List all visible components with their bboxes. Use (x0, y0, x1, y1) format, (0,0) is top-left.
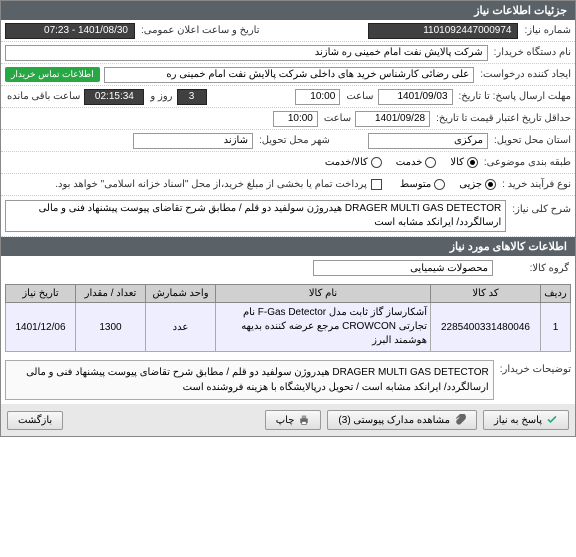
col-unit: واحد شمارش (146, 285, 216, 303)
buyer-note-text: DRAGER MULTI GAS DETECTOR هیدروژن سولفید… (5, 360, 494, 400)
process-radio-group: جزیی متوسط (400, 179, 496, 190)
deadline-label: مهلت ارسال پاسخ: تا تاریخ: (457, 91, 571, 102)
cell-unit: عدد (146, 303, 216, 352)
price-validity-time-label: ساعت (322, 113, 351, 124)
check-icon (546, 414, 558, 426)
radio-proc-mid-label: متوسط (400, 179, 431, 190)
answer-button[interactable]: پاسخ به نیاز (483, 410, 569, 430)
need-no-value: 1101092447000974 (368, 23, 518, 39)
creator-label: ایجاد کننده درخواست: (478, 69, 571, 80)
cell-date: 1401/12/06 (6, 303, 76, 352)
buyer-org-label: نام دستگاه خریدار: (492, 47, 571, 58)
cell-idx: 1 (541, 303, 571, 352)
goods-header: اطلاعات کالاهای مورد نیاز (1, 237, 575, 256)
deadline-date: 1401/09/03 (378, 89, 453, 105)
radio-goods-service-circle (371, 157, 382, 168)
radio-goods-label: کالا (450, 157, 464, 168)
price-validity-time: 10:00 (273, 111, 318, 127)
col-name: نام کالا (216, 285, 431, 303)
remain-day-label: روز و (148, 91, 172, 102)
buyer-note-label: توضیحات خریدار: (500, 360, 571, 375)
attach-icon (454, 414, 466, 426)
cell-name: آشکارساز گاز ثابت مدل F-Gas Detector نام… (216, 303, 431, 352)
radio-service-label: خدمت (396, 157, 423, 168)
delivery-city-label: شهر محل تحویل: (257, 135, 330, 146)
back-button[interactable]: بازگشت (7, 411, 63, 430)
buy-process-label: نوع فرآیند خرید : (500, 179, 571, 190)
creator-value: علی رضائی کارشناس خرید های داخلی شرکت پا… (104, 67, 475, 83)
pay-note: پرداخت تمام یا بخشی از مبلغ خرید،از محل … (55, 179, 367, 190)
col-code: کد کالا (431, 285, 541, 303)
treasury-checkbox[interactable] (371, 179, 382, 190)
announce-label: تاریخ و ساعت اعلان عمومی: (139, 25, 260, 36)
remain-suffix: ساعت باقی مانده (5, 91, 80, 102)
back-button-label: بازگشت (18, 415, 52, 426)
remain-days: 3 (177, 89, 207, 105)
deadline-time: 10:00 (295, 89, 340, 105)
goods-group-value: محصولات شیمیایی (313, 260, 493, 276)
price-validity-date: 1401/09/28 (355, 111, 430, 127)
col-date: تاریخ نیاز (6, 285, 76, 303)
need-title-value: DRAGER MULTI GAS DETECTOR هیدروژن سولفید… (5, 200, 506, 232)
price-validity-label: حداقل تاریخ اعتبار قیمت تا تاریخ: (434, 113, 571, 124)
answer-button-label: پاسخ به نیاز (494, 415, 542, 426)
category-label: طبقه بندی موضوعی: (482, 157, 571, 168)
buyer-org-value: شرکت پالایش نفت امام خمینی ره شازند (5, 45, 488, 61)
attach-button-label: مشاهده مدارک پیوستی (3) (338, 415, 450, 426)
radio-proc-low-circle (485, 179, 496, 190)
delivery-province-label: استان محل تحویل: (492, 135, 571, 146)
delivery-province: مرکزی (368, 133, 488, 149)
contact-badge[interactable]: اطلاعات تماس خریدار (5, 67, 100, 82)
goods-group-label: گروه کالا: (499, 263, 569, 274)
radio-goods-circle (467, 157, 478, 168)
radio-proc-mid-circle (434, 179, 445, 190)
print-icon (298, 414, 310, 426)
attach-button[interactable]: مشاهده مدارک پیوستی (3) (327, 410, 477, 430)
radio-proc-low-label: جزیی (459, 179, 482, 190)
radio-service-circle (425, 157, 436, 168)
announce-value: 1401/08/30 - 07:23 (5, 23, 135, 39)
print-button[interactable]: چاپ (265, 410, 322, 430)
radio-goods-service-label: کالا/خدمت (325, 157, 368, 168)
radio-proc-mid[interactable]: متوسط (400, 179, 445, 190)
remain-time: 02:15:34 (84, 89, 144, 105)
footer-bar: پاسخ به نیاز مشاهده مدارک پیوستی (3) چاپ… (1, 404, 575, 436)
deadline-time-label: ساعت (344, 91, 373, 102)
delivery-city: شازند (133, 133, 253, 149)
main-header: جزئیات اطلاعات نیاز (1, 1, 575, 20)
table-row: 1 2285400331480046 آشکارساز گاز ثابت مدل… (6, 303, 571, 352)
cell-qty: 1300 (76, 303, 146, 352)
need-title-label: شرح کلی نیاز: (510, 200, 571, 215)
goods-table: ردیف کد کالا نام کالا واحد شمارش تعداد /… (5, 284, 571, 352)
radio-goods-service[interactable]: کالا/خدمت (325, 157, 382, 168)
category-radio-group: کالا خدمت کالا/خدمت (325, 157, 478, 168)
need-no-label: شماره نیاز: (522, 25, 571, 36)
radio-proc-low[interactable]: جزیی (459, 179, 496, 190)
cell-code: 2285400331480046 (431, 303, 541, 352)
col-row: ردیف (541, 285, 571, 303)
radio-service[interactable]: خدمت (396, 157, 437, 168)
print-button-label: چاپ (276, 415, 295, 426)
radio-goods[interactable]: کالا (450, 157, 478, 168)
col-qty: تعداد / مقدار (76, 285, 146, 303)
